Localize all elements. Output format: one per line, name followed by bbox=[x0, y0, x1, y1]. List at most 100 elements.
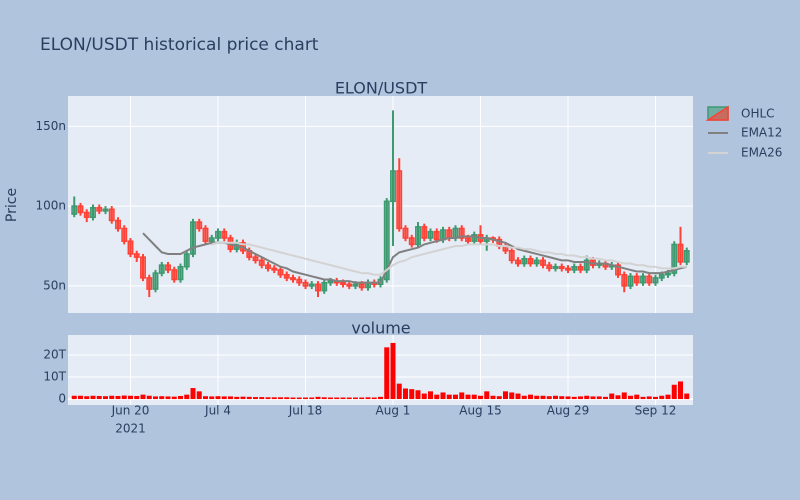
y-tick-label: 50n bbox=[43, 278, 66, 292]
candle-body bbox=[121, 227, 128, 242]
candle-body bbox=[658, 273, 665, 279]
volume-bar bbox=[203, 396, 208, 400]
candle-body bbox=[396, 170, 403, 230]
y-axis-label: Price bbox=[4, 188, 20, 222]
candle-body bbox=[190, 221, 196, 255]
candle-body bbox=[352, 283, 359, 287]
subplot-title: volume bbox=[351, 319, 410, 338]
candle-body bbox=[540, 259, 546, 266]
candle-body bbox=[102, 208, 109, 212]
candle-body bbox=[390, 170, 396, 203]
volume-bar bbox=[315, 396, 321, 400]
candle-body bbox=[177, 265, 184, 281]
volume-bar bbox=[553, 395, 558, 400]
volume-plot-area bbox=[68, 335, 693, 405]
candle-body bbox=[252, 256, 259, 262]
volume-bar bbox=[396, 383, 402, 400]
candle-body bbox=[296, 278, 303, 284]
volume-bar bbox=[653, 396, 658, 400]
candle-body bbox=[465, 237, 471, 242]
volume-bar bbox=[121, 395, 127, 400]
candle-body bbox=[683, 250, 690, 263]
volume-bar bbox=[140, 394, 146, 400]
candle-body bbox=[90, 206, 96, 219]
volume-bar bbox=[615, 395, 621, 400]
candle-body bbox=[527, 258, 534, 265]
candle-body bbox=[221, 230, 228, 239]
volume-bar bbox=[671, 384, 677, 400]
candle-body bbox=[558, 265, 565, 270]
candle-body bbox=[640, 275, 646, 284]
candle-body bbox=[358, 283, 365, 289]
candle-body bbox=[402, 227, 409, 239]
volume-bar bbox=[596, 396, 602, 400]
candle-body bbox=[471, 234, 478, 242]
candle-body bbox=[646, 275, 653, 284]
candle-body bbox=[427, 230, 434, 239]
candle-body bbox=[202, 227, 209, 242]
subplot-title: ELON/USDT bbox=[335, 79, 428, 98]
candle-body bbox=[302, 281, 309, 287]
volume-bar bbox=[459, 392, 465, 400]
volume-bar bbox=[78, 395, 83, 400]
candle-body bbox=[671, 243, 678, 274]
x-tick-label: Aug 29 bbox=[547, 404, 590, 418]
volume-bar bbox=[153, 396, 158, 400]
volume-bar bbox=[215, 396, 221, 400]
volume-bar bbox=[134, 395, 140, 400]
volume-bar bbox=[446, 394, 452, 400]
volume-bar bbox=[684, 393, 690, 400]
volume-bar bbox=[96, 395, 102, 400]
volume-bar bbox=[103, 396, 108, 400]
volume-bar bbox=[128, 395, 133, 400]
y-tick-label: 150n bbox=[35, 119, 66, 133]
y-tick-label: 0 bbox=[58, 392, 66, 406]
legend-label: EMA26 bbox=[741, 146, 782, 160]
volume-bar bbox=[265, 397, 271, 400]
candle-body bbox=[633, 275, 640, 284]
y-tick-label: 20T bbox=[43, 348, 66, 362]
candle-body bbox=[621, 273, 628, 287]
volume-bar bbox=[321, 397, 327, 400]
volume-bar bbox=[646, 396, 652, 400]
x-tick-label: Jun 20 bbox=[111, 404, 150, 418]
candle-body bbox=[677, 243, 684, 263]
volume-bar bbox=[390, 342, 396, 400]
candle-body bbox=[571, 265, 578, 271]
candle-body bbox=[521, 258, 528, 265]
candle-body bbox=[290, 277, 296, 281]
candle-body bbox=[158, 264, 165, 274]
volume-bar bbox=[503, 391, 508, 400]
x-tick-label: Aug 1 bbox=[376, 404, 411, 418]
candle-body bbox=[140, 256, 146, 279]
candle-body bbox=[127, 240, 134, 255]
legend-label: OHLC bbox=[741, 107, 775, 121]
volume-bar bbox=[290, 397, 296, 400]
volume-bar bbox=[421, 393, 427, 400]
volume-bar bbox=[271, 397, 277, 400]
volume-bar bbox=[534, 395, 540, 400]
candle-body bbox=[271, 267, 278, 271]
candle-body bbox=[96, 206, 103, 212]
volume-bar bbox=[84, 396, 90, 400]
candle-body bbox=[146, 277, 153, 290]
y-tick-label: 100n bbox=[35, 199, 66, 213]
volume-bar bbox=[490, 395, 496, 400]
candle-body bbox=[196, 221, 203, 230]
volume-bar bbox=[678, 381, 683, 400]
volume-bar bbox=[515, 393, 521, 400]
x-tick-label: Jul 4 bbox=[204, 404, 231, 418]
volume-bar bbox=[584, 395, 590, 400]
volume-bar bbox=[621, 392, 627, 400]
volume-bar bbox=[340, 397, 346, 400]
volume-bar bbox=[609, 393, 615, 400]
volume-bar bbox=[259, 397, 265, 400]
volume-bar bbox=[428, 391, 433, 400]
candle-body bbox=[577, 265, 584, 271]
volume-bar bbox=[296, 397, 302, 400]
volume-bar bbox=[71, 395, 77, 400]
chart-title: ELON/USDT historical price chart bbox=[40, 35, 319, 55]
volume-bar bbox=[484, 391, 490, 400]
candle-body bbox=[346, 283, 353, 287]
candle-body bbox=[458, 227, 465, 239]
